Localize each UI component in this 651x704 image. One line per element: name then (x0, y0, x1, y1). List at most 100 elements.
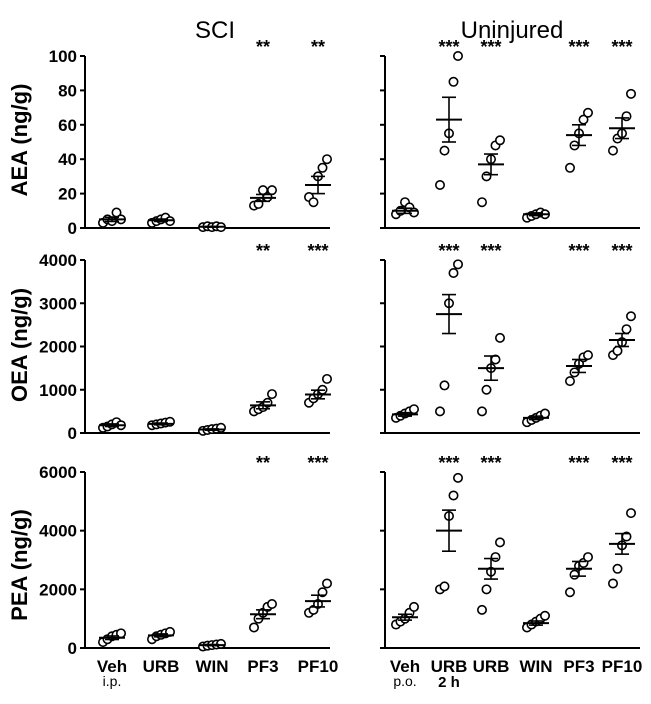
data-point (481, 171, 492, 182)
y-tick-label: 60 (58, 116, 77, 135)
x-tick-label: URB (143, 657, 180, 676)
x-tick-label: WIN (519, 657, 552, 676)
significance-marker: *** (480, 453, 501, 473)
data-point (607, 578, 618, 589)
chart-panel-6: Veh URB URB WIN PF3 PF10 *** *** *** *** (380, 453, 642, 676)
data-point (266, 185, 277, 196)
data-point (494, 135, 505, 146)
significance-marker: *** (438, 241, 459, 261)
data-point (321, 373, 332, 384)
data-point (452, 259, 463, 270)
significance-marker: ** (256, 37, 270, 57)
significance-marker: *** (611, 241, 632, 261)
x-tick-label: PF3 (247, 657, 278, 676)
data-point (439, 145, 450, 156)
y-tick-label: 0 (68, 219, 77, 238)
x-tick-label: PF10 (298, 657, 339, 676)
data-point (612, 345, 623, 356)
data-point (452, 50, 463, 61)
data-point (494, 332, 505, 343)
data-point (621, 324, 632, 335)
significance-marker: *** (438, 453, 459, 473)
data-point (408, 601, 419, 612)
data-point (317, 162, 328, 173)
uninjured-route-label: p.o. (393, 673, 416, 689)
x-tick-label: URB (473, 657, 510, 676)
y-tick-label: 1000 (39, 381, 77, 400)
data-point (439, 581, 450, 592)
data-point (448, 267, 459, 278)
data-point (308, 197, 319, 208)
y-tick-label: 20 (58, 185, 77, 204)
ylabel-aea: AEA (ng/g) (7, 84, 32, 197)
ylabel-pea: PEA (ng/g) (7, 509, 32, 621)
y-tick-label: 40 (58, 150, 77, 169)
y-tick-label: 3000 (39, 294, 77, 313)
x-tick-label: PF10 (602, 657, 643, 676)
data-point (476, 197, 487, 208)
significance-marker: *** (438, 37, 459, 57)
data-point (569, 569, 580, 580)
significance-marker: *** (568, 37, 589, 57)
data-point (266, 598, 277, 609)
data-point (434, 406, 445, 417)
y-tick-label: 80 (58, 81, 77, 100)
y-tick-label: 0 (68, 424, 77, 443)
significance-marker: *** (611, 37, 632, 57)
x-tick-label: PF3 (563, 657, 594, 676)
data-point (625, 311, 636, 322)
data-point (249, 622, 260, 633)
data-point (434, 180, 445, 191)
data-point (625, 508, 636, 519)
x-tick-label: URB (431, 657, 468, 676)
data-point (564, 376, 575, 387)
data-point (266, 389, 277, 400)
data-point (448, 490, 459, 501)
y-tick-label: 2000 (39, 580, 77, 599)
x-tick-label: WIN (195, 657, 228, 676)
significance-marker: *** (480, 37, 501, 57)
y-tick-label: 0 (68, 639, 77, 658)
significance-marker: *** (307, 241, 328, 261)
data-point (481, 584, 492, 595)
chart-panel-1: 0 20 40 60 80 100 ** ** (49, 37, 332, 238)
data-point (439, 380, 450, 391)
data-point (494, 537, 505, 548)
data-point (452, 472, 463, 483)
data-point (564, 162, 575, 173)
data-point (321, 154, 332, 165)
significance-marker: *** (568, 453, 589, 473)
data-point (582, 552, 593, 563)
data-point (476, 604, 487, 615)
sci-route-label: i.p. (103, 673, 122, 689)
y-tick-label: 4000 (39, 522, 77, 541)
data-point (539, 610, 550, 621)
uninjured-time-label: 2 h (438, 674, 460, 691)
data-point (408, 207, 419, 218)
y-tick-label: 2000 (39, 338, 77, 357)
significance-marker: *** (307, 453, 328, 473)
data-point (476, 406, 487, 417)
data-point (317, 587, 328, 598)
significance-marker: *** (568, 241, 589, 261)
significance-marker: ** (256, 241, 270, 261)
data-point (448, 76, 459, 87)
x-tick-label: Veh (390, 657, 420, 676)
significance-marker: ** (256, 453, 270, 473)
column-title-sci: SCI (195, 17, 235, 44)
x-tick-label: Veh (97, 657, 127, 676)
column-title-uninjured: Uninjured (461, 17, 564, 44)
y-tick-label: 6000 (39, 463, 77, 482)
significance-marker: *** (611, 453, 632, 473)
data-point (625, 88, 636, 99)
data-point (490, 552, 501, 563)
data-point (564, 587, 575, 598)
data-point (612, 563, 623, 574)
chart-panel-2: *** *** *** *** (380, 37, 640, 229)
data-point (582, 107, 593, 118)
y-tick-label: 4000 (39, 251, 77, 270)
